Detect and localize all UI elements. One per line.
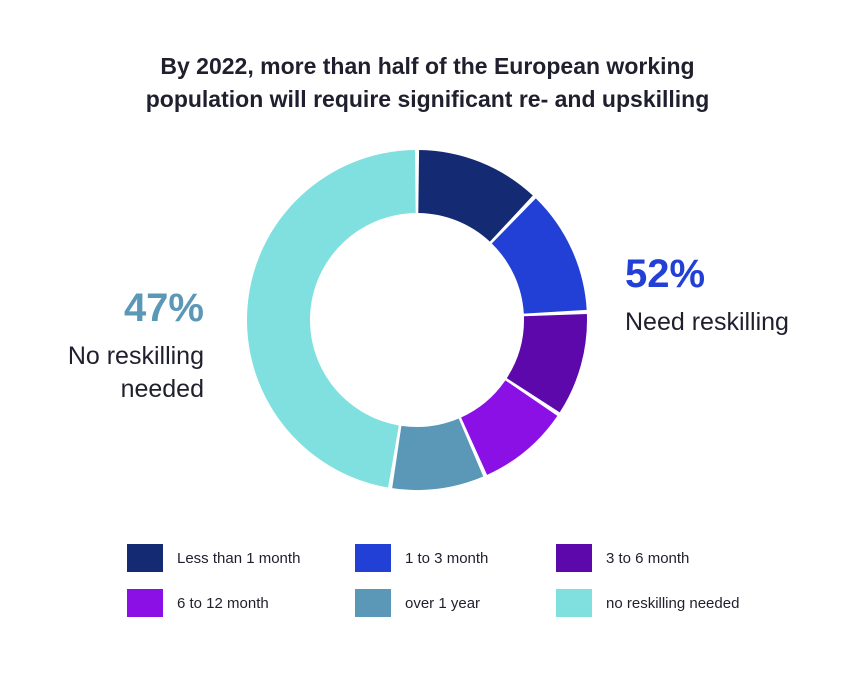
no-reskilling-label: No reskilling needed bbox=[4, 340, 204, 406]
need-reskilling-callout: 52% Need reskilling bbox=[625, 252, 845, 339]
no-reskilling-callout: 47% No reskilling needed bbox=[4, 286, 204, 406]
donut-slice-1-to-3-month bbox=[491, 198, 587, 314]
donut-slice-less-than-1-month bbox=[418, 150, 533, 242]
no-reskilling-percent: 47% bbox=[123, 286, 204, 330]
donut-slice-3-to-6-month bbox=[506, 313, 588, 413]
donut-slice-no-reskilling-needed bbox=[247, 150, 416, 488]
no-reskilling-label-line-1: No reskilling bbox=[67, 342, 204, 370]
chart-title-line-2: population will require significant re- … bbox=[145, 86, 710, 112]
donut-slice-over-1-year bbox=[392, 418, 484, 490]
need-reskilling-percent: 52% bbox=[625, 252, 706, 296]
chart-title-line-1: By 2022, more than half of the European … bbox=[160, 53, 695, 79]
donut-slice-6-to-12-month bbox=[461, 380, 558, 475]
chart-title: By 2022, more than half of the European … bbox=[0, 50, 855, 116]
need-reskilling-label: Need reskilling bbox=[625, 308, 789, 336]
donut-slices bbox=[247, 150, 588, 490]
no-reskilling-label-line-2: needed bbox=[120, 375, 204, 403]
